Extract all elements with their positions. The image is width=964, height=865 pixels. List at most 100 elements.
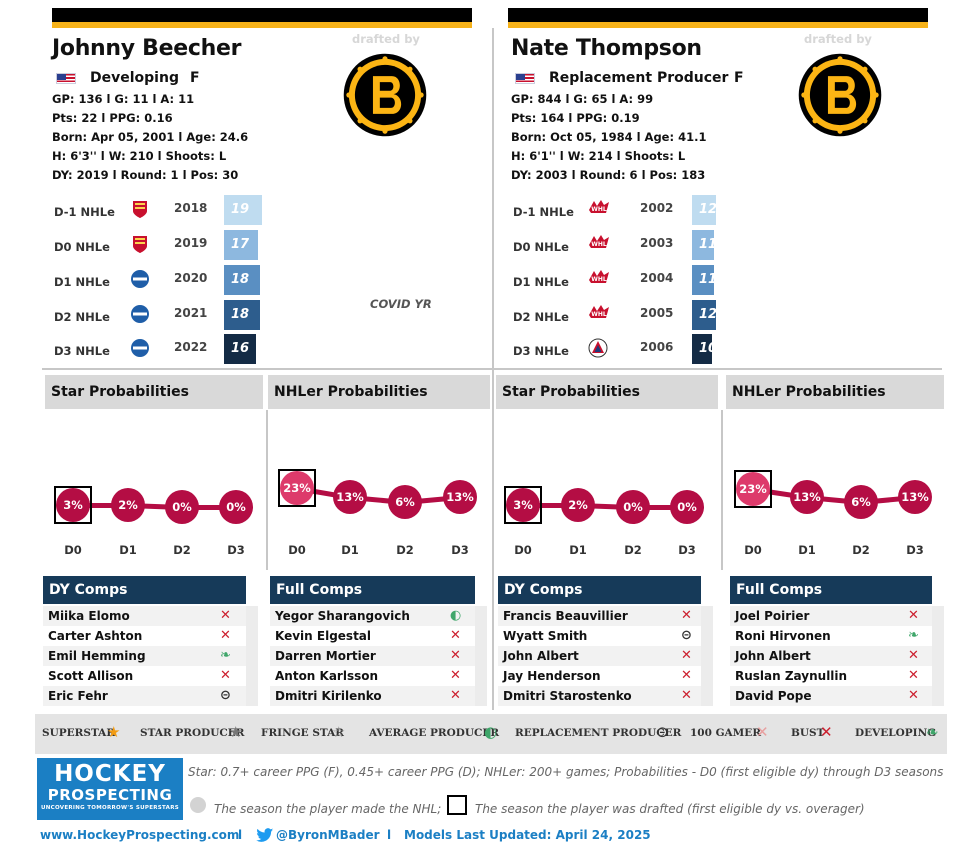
comp-row: Yegor Sharangovich bbox=[270, 606, 475, 626]
player-name: Johnny Beecher bbox=[52, 36, 242, 61]
period-label: D1 bbox=[798, 543, 816, 557]
ncaa-icon bbox=[130, 338, 150, 358]
drafted-by-label: drafted by bbox=[352, 32, 420, 46]
comp-row: Eric Fehr bbox=[43, 686, 246, 706]
developing-leaf-icon: ❧ bbox=[220, 648, 231, 663]
whl-icon: WHL bbox=[588, 234, 609, 254]
legend-100-gamer-label: 100 GAMER bbox=[690, 727, 762, 739]
comp-scrollbar[interactable] bbox=[246, 606, 258, 706]
comp-row: Carter Ashton bbox=[48, 629, 143, 643]
ahl-icon bbox=[588, 338, 608, 358]
size-line: H: 6'1'' l W: 214 l Shoots: L bbox=[511, 149, 686, 163]
nhler-probabilities-header: NHLer Probabilities bbox=[726, 375, 944, 409]
nhl-season-circle-icon bbox=[190, 797, 206, 813]
bust-x-icon: ✕ bbox=[681, 608, 692, 623]
full-comps-header: Full Comps bbox=[270, 576, 475, 604]
season-year: 2022 bbox=[174, 340, 208, 354]
season-year: 2003 bbox=[640, 236, 674, 250]
bust-x-icon: ✕ bbox=[681, 648, 692, 663]
comp-scrollbar[interactable] bbox=[475, 606, 487, 706]
drafted-season-box bbox=[504, 486, 542, 524]
twitter-bird-icon bbox=[256, 828, 274, 842]
season-label: D-1 NHLe bbox=[513, 205, 574, 219]
legend-superstar-label: SUPERSTAR bbox=[42, 727, 116, 739]
draft-line: DY: 2003 l Round: 6 l Pos: 183 bbox=[511, 168, 706, 182]
usntdp-icon bbox=[130, 199, 150, 219]
comp-row: Darren Mortier bbox=[270, 646, 475, 666]
season-year: 2006 bbox=[640, 340, 674, 354]
bruins-logo-icon bbox=[798, 53, 882, 137]
star-probabilities-header: Star Probabilities bbox=[45, 375, 263, 409]
developing-leaf-icon: ❧ bbox=[908, 628, 919, 643]
legend-developing-label: DEVELOPING bbox=[855, 727, 937, 739]
bust-x-icon: ✕ bbox=[220, 608, 231, 623]
player-position: F bbox=[190, 70, 200, 86]
season-label: D1 NHLe bbox=[54, 275, 110, 289]
nhle-bar: 17 bbox=[224, 230, 258, 260]
nhle-bar: 10 bbox=[692, 334, 717, 364]
twitter-handle-link[interactable]: @ByronMBader bbox=[276, 828, 380, 842]
fringe-star-icon: ☆ bbox=[332, 723, 346, 741]
nhle-bar: 16 bbox=[224, 334, 256, 364]
period-label: D2 bbox=[396, 543, 414, 557]
svg-text:WHL: WHL bbox=[591, 311, 607, 318]
full-comps-header: Full Comps bbox=[730, 576, 932, 604]
player-stats: GP: 844 l G: 65 l A: 99 Pts: 164 l PPG: … bbox=[511, 90, 706, 185]
probability-bubble: 13% bbox=[333, 480, 367, 514]
probability-bubble: 2% bbox=[561, 488, 595, 522]
period-label: D1 bbox=[569, 543, 587, 557]
probability-line bbox=[73, 503, 128, 508]
player-stats: GP: 136 l G: 11 l A: 11 Pts: 22 l PPG: 0… bbox=[52, 90, 248, 185]
season-year: 2018 bbox=[174, 201, 208, 215]
bust-x-icon: ✕ bbox=[908, 668, 919, 683]
website-link[interactable]: www.HockeyProspecting.com bbox=[40, 828, 240, 842]
born-line: Born: Apr 05, 2001 l Age: 24.6 bbox=[52, 130, 249, 144]
period-label: D3 bbox=[678, 543, 696, 557]
season-label: D0 NHLe bbox=[54, 240, 110, 254]
bust-x-icon: ✕ bbox=[450, 688, 461, 703]
probability-bubble: 0% bbox=[616, 490, 650, 524]
points-line: Pts: 22 l PPG: 0.16 bbox=[52, 111, 173, 125]
star-probabilities-header: Star Probabilities bbox=[496, 375, 718, 409]
dy-comps-header: DY Comps bbox=[498, 576, 701, 604]
whl-icon: WHL bbox=[588, 304, 609, 324]
comp-row: Wyatt Smith bbox=[503, 629, 588, 643]
star-producer-star-icon: ★ bbox=[229, 723, 243, 741]
period-label: D2 bbox=[173, 543, 191, 557]
drafted-season-box-icon bbox=[447, 795, 467, 815]
100-gamer-x-icon: ✕ bbox=[756, 723, 769, 741]
comp-row: Ruslan Zaynullin bbox=[735, 669, 848, 683]
points-line: Pts: 164 l PPG: 0.19 bbox=[511, 111, 640, 125]
usa-flag-icon bbox=[515, 73, 535, 84]
games-line: GP: 136 l G: 11 l A: 11 bbox=[52, 92, 195, 106]
bust-x-icon: ✕ bbox=[908, 688, 919, 703]
probability-line bbox=[523, 503, 578, 508]
season-year: 2004 bbox=[640, 271, 674, 285]
outcome-legend: SUPERSTAR ★ STAR PRODUCER ★ FRINGE STAR … bbox=[35, 714, 947, 754]
player-position: F bbox=[734, 70, 744, 86]
probability-bubble: 3% bbox=[56, 488, 90, 522]
legend-replacement-producer-label: REPLACEMENT PRODUCER bbox=[515, 727, 682, 739]
chart-divider bbox=[721, 410, 723, 570]
drafted-season-note: The season the player was drafted (first… bbox=[475, 802, 865, 816]
nhle-bar: 12 bbox=[692, 300, 717, 330]
replacement-producer-icon: ⊝ bbox=[656, 723, 669, 741]
comp-scrollbar[interactable] bbox=[932, 606, 944, 706]
bust-x-icon: ✕ bbox=[450, 668, 461, 683]
usa-flag-icon bbox=[56, 73, 76, 84]
bust-x-icon: ✕ bbox=[450, 628, 461, 643]
period-label: D1 bbox=[341, 543, 359, 557]
hockey-prospecting-logo: HOCKEY PROSPECTING UNCOVERING TOMORROW'S… bbox=[37, 758, 183, 820]
nhle-bar: 11 bbox=[692, 265, 717, 295]
whl-icon: WHL bbox=[588, 199, 609, 219]
covid-note: COVID YR bbox=[370, 297, 432, 311]
average-producer-icon: ◐ bbox=[450, 608, 462, 623]
comp-scrollbar[interactable] bbox=[701, 606, 713, 706]
probability-bubble: 0% bbox=[165, 490, 199, 524]
whl-icon: WHL bbox=[588, 269, 609, 289]
season-year: 2019 bbox=[174, 236, 208, 250]
chart-divider bbox=[492, 370, 494, 710]
season-label: D0 NHLe bbox=[513, 240, 569, 254]
probability-bubble: 3% bbox=[506, 488, 540, 522]
comp-row: Scott Allison bbox=[48, 669, 134, 683]
